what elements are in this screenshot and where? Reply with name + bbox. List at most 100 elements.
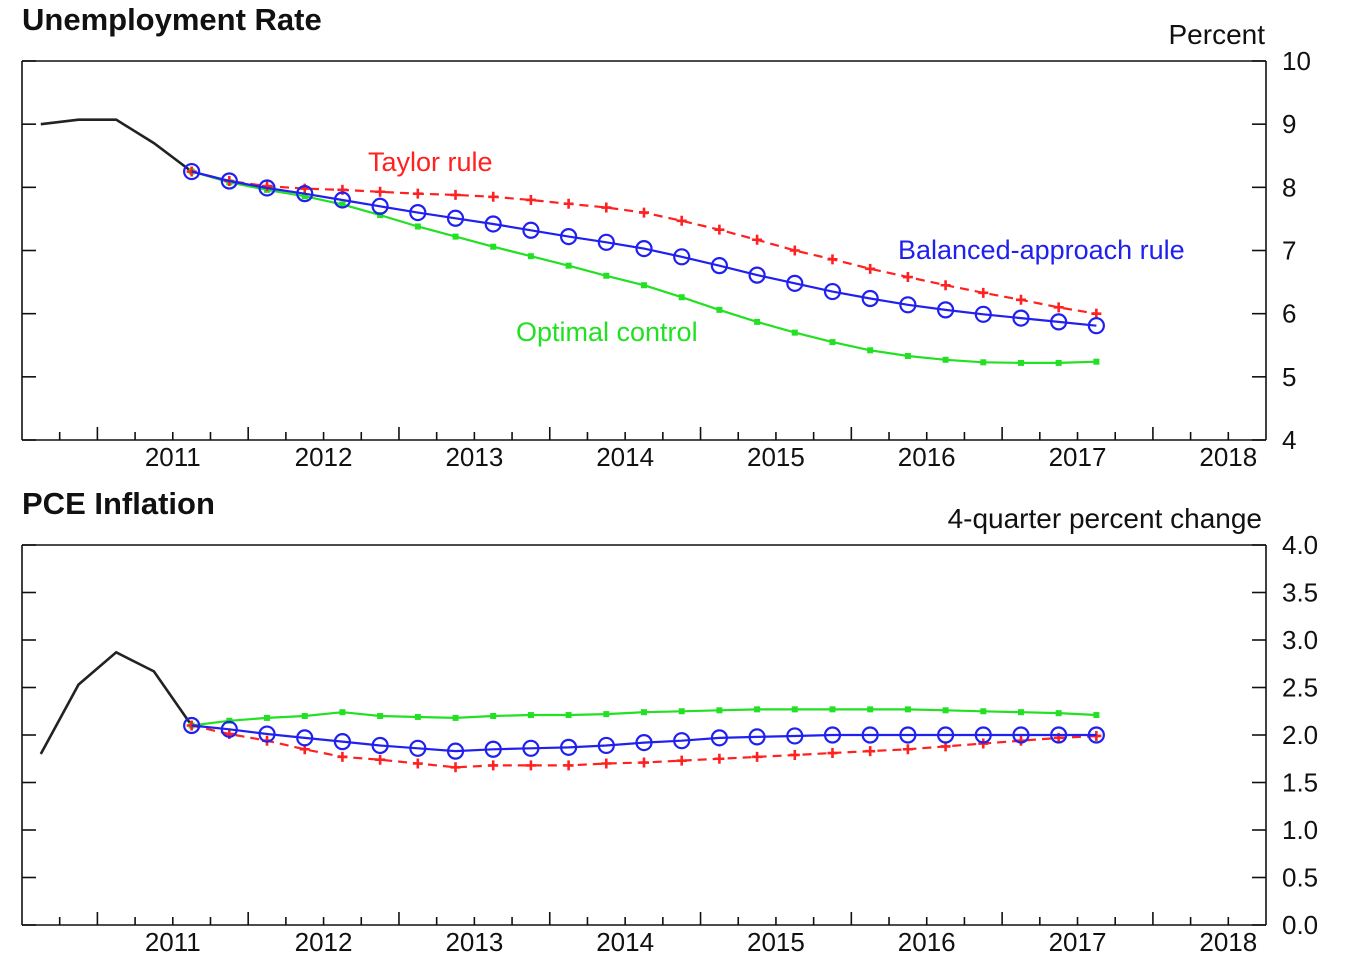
pce-inflation-optimal-point — [716, 707, 723, 714]
pce-inflation-balanced-point — [673, 732, 691, 750]
unemployment-panel: Unemployment Rate Percent 2011 2012 2013 20… — [21, 2, 1311, 472]
pce-inflation-balanced-point — [446, 742, 465, 760]
pce-inflation-taylor-point — [375, 754, 386, 765]
unemployment-optimal-point — [904, 352, 911, 359]
pce-inflation-y-tick-label: 0.5 — [1282, 863, 1318, 893]
pce-inflation-optimal-point — [942, 707, 949, 714]
unemployment-optimal-point — [490, 243, 497, 250]
unemployment-y-tick-label: 8 — [1282, 172, 1296, 202]
unemployment-x-tick-label: 2014 — [596, 442, 654, 472]
unemployment-balanced-point — [258, 179, 276, 197]
pce-inflation-balanced-point — [710, 729, 728, 747]
pce-inflation-optimal-point — [1055, 710, 1062, 717]
balanced-approach-rule-label: Balanced-approach rule — [898, 235, 1185, 265]
unemployment-taylor-point — [714, 224, 725, 235]
unemployment-taylor-point — [752, 234, 763, 245]
pce-inflation-taylor-point — [752, 751, 763, 762]
pce-inflation-optimal-point — [339, 709, 346, 716]
unemployment-balanced-point — [183, 162, 201, 181]
pce-inflation-balanced-point — [823, 726, 842, 744]
pce-inflation-balanced-point — [861, 726, 879, 744]
pce-inflation-unit-label: 4-quarter percent change — [948, 503, 1262, 534]
pce-inflation-balanced-point — [1087, 726, 1105, 744]
unemployment-taylor-point — [676, 215, 687, 226]
pce-inflation-optimal-point — [867, 706, 874, 713]
unemployment-balanced-point — [974, 305, 992, 323]
pce-inflation-balanced-point — [560, 738, 578, 756]
pce-inflation-balanced-point — [748, 728, 766, 746]
unemployment-balanced-point — [861, 289, 879, 308]
unemployment-optimal-point — [301, 193, 308, 200]
unemployment-taylor-point — [978, 287, 989, 298]
pce-inflation-optimal-point — [565, 712, 572, 719]
pce-inflation-x-tick-label: 2014 — [596, 927, 654, 957]
unemployment-y-tick-label: 6 — [1282, 299, 1296, 329]
unemployment-y-tick-label: 7 — [1282, 236, 1296, 266]
pce-inflation-taylor-point — [902, 744, 913, 755]
unemployment-taylor-point — [525, 194, 536, 205]
unemployment-balanced-point — [710, 257, 728, 275]
unemployment-taylor-point — [601, 202, 612, 213]
unemployment-optimal-point — [339, 201, 346, 208]
unemployment-x-tick-label: 2013 — [445, 442, 503, 472]
unemployment-unit-label: Percent — [1169, 19, 1266, 50]
unemployment-optimal-point — [565, 262, 572, 269]
pce-inflation-x-tick-label: 2018 — [1199, 927, 1257, 957]
unemployment-x-tick-label: 2018 — [1199, 442, 1257, 472]
pce-inflation-taylor-point — [827, 748, 838, 759]
pce-inflation-balanced-point — [409, 739, 427, 757]
pce-inflation-optimal-point — [678, 708, 685, 715]
pce-inflation-x-tick-label: 2015 — [747, 927, 805, 957]
pce-inflation-taylor-point — [789, 749, 800, 760]
pce-inflation-taylor-point — [525, 760, 536, 771]
unemployment-balanced-point — [296, 185, 314, 203]
unemployment-optimal-point — [980, 359, 987, 366]
pce-inflation-y-tick-label: 1.5 — [1282, 768, 1318, 798]
pce-inflation-x-tick-label: 2017 — [1049, 927, 1107, 957]
unemployment-taylor-point — [262, 181, 273, 192]
unemployment-balanced-point — [446, 209, 465, 227]
optimal-control-label: Optimal control — [516, 317, 698, 347]
pce-inflation-x-tick-label: 2011 — [145, 927, 201, 957]
pce-inflation-x-tick-label: 2012 — [295, 927, 353, 957]
unemployment-y-tick-label: 10 — [1282, 46, 1311, 76]
unemployment-optimal-point — [1093, 358, 1100, 365]
unemployment-optimal-point — [867, 347, 874, 354]
unemployment-balanced-line — [191, 170, 1097, 327]
pce-inflation-optimal-point — [829, 706, 836, 713]
pce-inflation-balanced-point — [522, 739, 540, 757]
unemployment-x-tick-label: 2015 — [747, 442, 805, 472]
pce-inflation-balanced-line — [191, 724, 1097, 753]
unemployment-balanced-point — [748, 266, 766, 284]
unemployment-balanced-point — [1087, 317, 1105, 335]
pce-inflation-optimal-point — [452, 714, 459, 721]
unemployment-balanced-point — [635, 240, 653, 258]
pce-inflation-taylor-point — [563, 760, 574, 771]
unemployment-y-tick-label: 9 — [1282, 109, 1296, 139]
unemployment-taylor-point — [940, 280, 951, 291]
unemployment-balanced-point — [597, 233, 615, 251]
pce-inflation-y-tick-label: 3.0 — [1282, 625, 1318, 655]
pce-inflation-taylor-point — [601, 758, 612, 769]
pce-inflation-taylor-point — [337, 751, 348, 762]
pce-inflation-y-tick-label: 2.0 — [1282, 720, 1318, 750]
unemployment-title: Unemployment Rate — [22, 2, 322, 37]
unemployment-taylor-point — [789, 245, 800, 256]
pce-inflation-optimal-point — [377, 713, 384, 719]
pce-inflation-y-tick-label: 2.5 — [1282, 673, 1318, 703]
unemployment-balanced-point — [522, 221, 540, 239]
pce-inflation-optimal-point — [1093, 712, 1100, 719]
unemployment-taylor-point — [639, 207, 649, 218]
pce-inflation-taylor-point — [639, 757, 649, 768]
pce-inflation-balanced-point — [635, 733, 653, 752]
unemployment-taylor-point — [865, 263, 876, 274]
pce-inflation-y-tick-label: 0.0 — [1282, 910, 1318, 940]
unemployment-x-tick-label: 2012 — [295, 442, 353, 472]
pce-inflation-balanced-point — [1012, 726, 1030, 744]
pce-inflation-y-tick-label: 4.0 — [1282, 530, 1318, 560]
pce-inflation-x-tick-label: 2013 — [445, 927, 503, 957]
pce-inflation-optimal-point — [904, 706, 911, 713]
unemployment-taylor-point — [1053, 302, 1064, 313]
pce-inflation-balanced-point — [1050, 726, 1068, 744]
